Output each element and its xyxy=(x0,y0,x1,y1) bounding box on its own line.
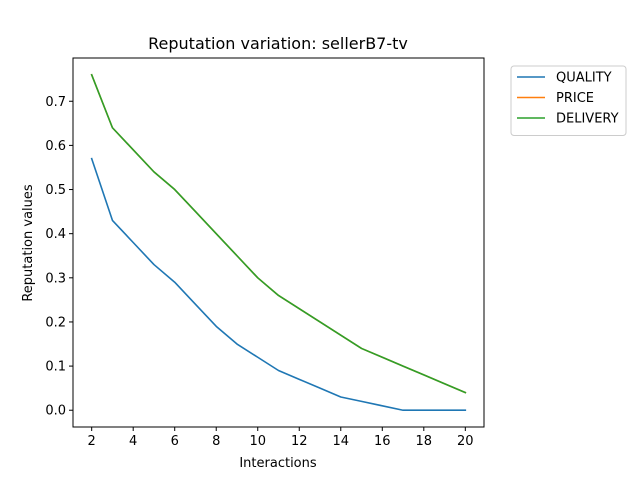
y-axis: 0.0 0.1 0.2 0.3 0.4 0.5 0.6 0.7 xyxy=(45,95,73,419)
y-tick-label: 0.2 xyxy=(45,315,66,330)
x-tick-label: 20 xyxy=(457,434,474,449)
series-line-price xyxy=(90,73,467,394)
legend-label-quality: QUALITY xyxy=(556,71,612,86)
y-tick-label: 0.5 xyxy=(45,183,66,198)
x-tick-label: 14 xyxy=(332,434,349,449)
x-axis-label: Interactions xyxy=(239,456,317,471)
series-line-quality xyxy=(90,157,467,412)
y-axis-label: Reputation values xyxy=(21,184,36,302)
x-tick-label: 10 xyxy=(249,434,266,449)
x-tick-label: 16 xyxy=(374,434,391,449)
x-tick-label: 4 xyxy=(129,434,137,449)
legend: QUALITY PRICE DELIVERY xyxy=(510,65,627,136)
legend-label-price: PRICE xyxy=(556,91,594,106)
y-tick-label: 0.0 xyxy=(45,404,66,419)
y-tick-label: 0.7 xyxy=(45,95,66,110)
chart-title: Reputation variation: sellerB7-tv xyxy=(148,34,408,53)
x-tick-label: 18 xyxy=(416,434,433,449)
y-tick-label: 0.6 xyxy=(45,139,66,154)
series-line-delivery xyxy=(90,73,467,394)
x-tick-label: 12 xyxy=(291,434,308,449)
y-tick-label: 0.1 xyxy=(45,360,66,375)
y-tick-label: 0.4 xyxy=(45,227,66,242)
y-tick-label: 0.3 xyxy=(45,271,66,286)
x-tick-label: 8 xyxy=(212,434,220,449)
plot-frame xyxy=(72,57,485,428)
x-axis: 2 4 6 8 10 12 14 16 18 20 xyxy=(88,427,474,449)
x-tick-label: 6 xyxy=(171,434,179,449)
plot-area xyxy=(72,57,485,428)
x-tick-label: 2 xyxy=(88,434,96,449)
legend-label-delivery: DELIVERY xyxy=(556,112,619,127)
